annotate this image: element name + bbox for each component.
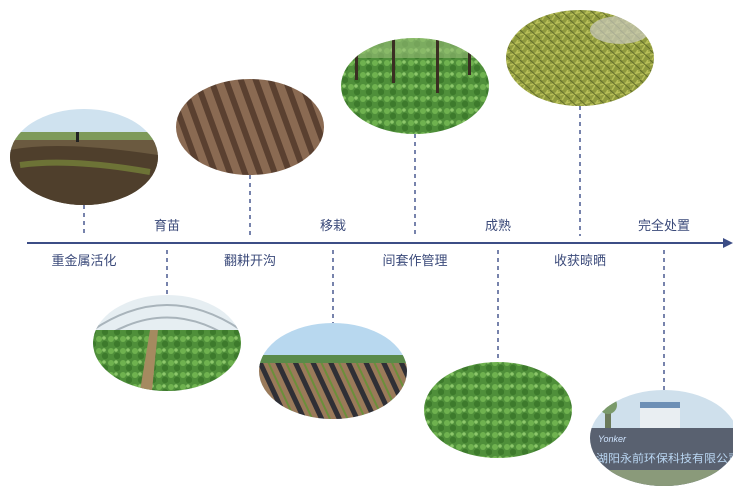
stage-label-3: 翻耕开沟: [224, 253, 276, 269]
factory-logo: Yonker: [598, 434, 627, 444]
stage-label-2: 育苗: [154, 218, 180, 234]
factory-sign: 湖阳永前环保科技有限公司: [596, 451, 733, 465]
photo-heavy-metal-activation: [10, 109, 158, 205]
photo-mature-plants: [424, 362, 572, 458]
stage-label-1: 重金属活化: [51, 253, 116, 269]
stage-label-4: 移栽: [320, 218, 346, 234]
stage-label-6: 成熟: [485, 218, 511, 234]
stage-label-5: 间套作管理: [382, 253, 447, 269]
stage-label-7: 收获晾晒: [554, 253, 606, 269]
timeline-arrowhead: [723, 238, 733, 248]
photo-harvest-drying: [506, 10, 654, 106]
photo-transplanting: [259, 323, 407, 419]
photo-disposal-facility: Yonker 湖阳永前环保科技有限公司: [590, 390, 733, 486]
photo-seedling-greenhouse: [93, 295, 241, 391]
photo-intercropping-management: [341, 38, 489, 134]
stage-label-8: 完全处置: [638, 218, 690, 234]
photo-plowing-furrows: [176, 79, 324, 175]
